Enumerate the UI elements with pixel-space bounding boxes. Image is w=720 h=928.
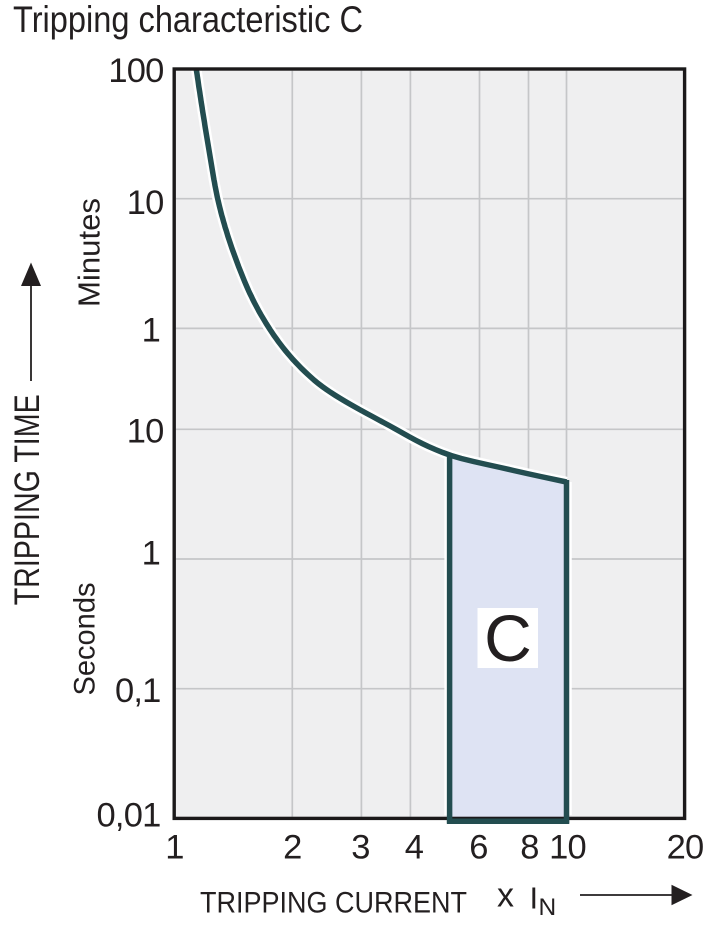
svg-text:Seconds: Seconds (69, 583, 102, 696)
svg-text:6: 6 (469, 829, 487, 867)
svg-text:8: 8 (520, 829, 538, 867)
svg-text:10: 10 (549, 829, 586, 867)
svg-text:I: I (530, 880, 539, 915)
svg-text:Minutes: Minutes (72, 198, 107, 307)
svg-text:2: 2 (283, 829, 301, 867)
svg-text:TRIPPING TIME: TRIPPING TIME (7, 394, 47, 605)
svg-text:1: 1 (142, 311, 160, 349)
svg-text:4: 4 (405, 829, 424, 867)
svg-text:10: 10 (127, 184, 164, 222)
svg-text:Tripping characteristic C: Tripping characteristic C (13, 0, 363, 40)
svg-text:10: 10 (127, 412, 164, 450)
svg-text:1: 1 (142, 534, 160, 572)
svg-text:x: x (497, 877, 514, 915)
svg-text:N: N (539, 894, 557, 921)
svg-text:C: C (484, 601, 532, 675)
svg-text:0,1: 0,1 (115, 672, 161, 710)
svg-text:100: 100 (108, 52, 163, 90)
svg-text:TRIPPING CURRENT: TRIPPING CURRENT (200, 887, 467, 920)
svg-text:20: 20 (667, 829, 704, 867)
svg-text:1: 1 (165, 829, 183, 867)
svg-text:0,01: 0,01 (97, 796, 161, 834)
svg-text:3: 3 (351, 829, 369, 867)
